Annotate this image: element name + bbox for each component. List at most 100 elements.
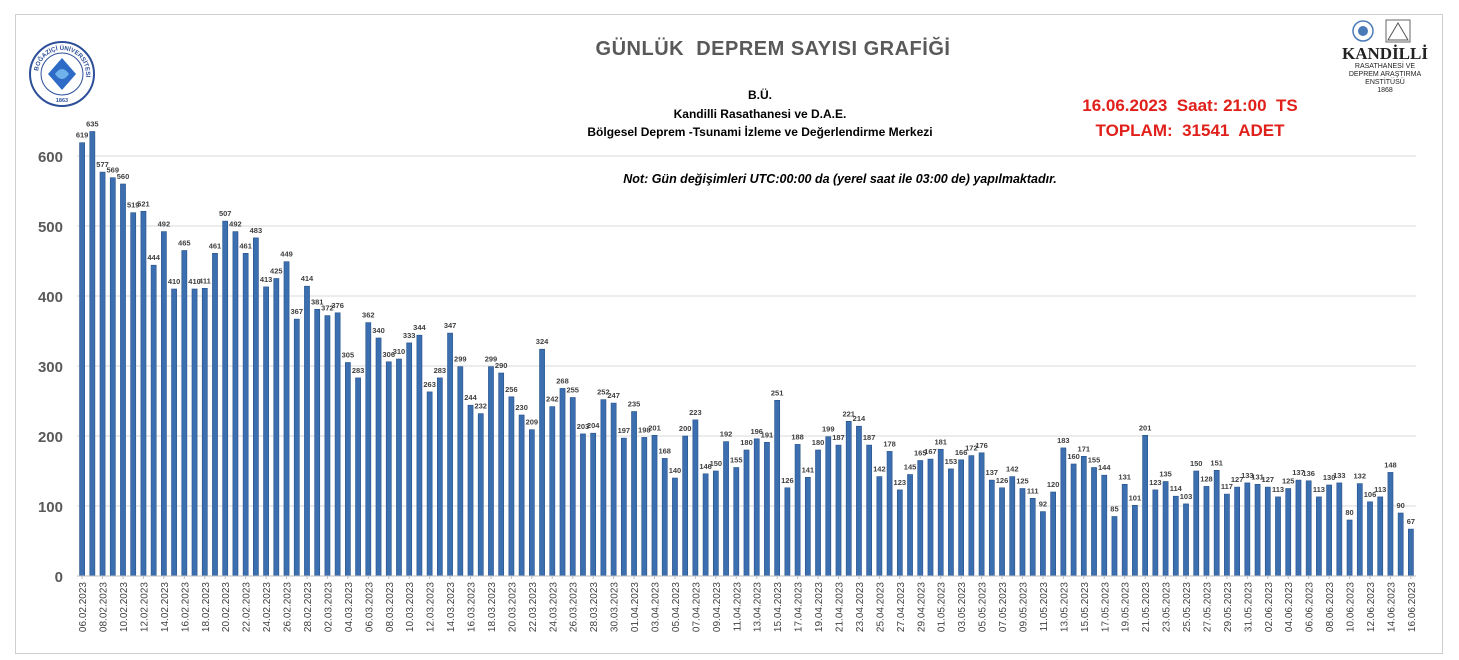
- data-label: 214: [853, 414, 866, 423]
- x-tick-label: 28.02.2023: [303, 582, 314, 632]
- bar: [365, 322, 372, 577]
- y-tick-label: 500: [38, 219, 63, 236]
- x-tick-label: 16.06.2023: [1407, 582, 1418, 632]
- bar: [334, 312, 341, 577]
- data-label: 221: [842, 409, 855, 418]
- bar: [385, 361, 392, 577]
- data-label: 180: [740, 438, 753, 447]
- bar: [212, 253, 218, 577]
- data-label: 483: [250, 226, 263, 235]
- data-label: 167: [924, 447, 937, 456]
- bar: [886, 451, 893, 577]
- data-label: 101: [1129, 493, 1142, 502]
- bar: [1234, 486, 1240, 577]
- bar: [201, 287, 208, 577]
- data-label: 114: [1170, 484, 1183, 493]
- data-label: 256: [505, 385, 518, 394]
- bar: [79, 142, 85, 577]
- x-tick-label: 16.02.2023: [180, 582, 191, 632]
- bar: [1080, 455, 1087, 577]
- bar: [222, 220, 229, 577]
- data-label: 168: [658, 446, 671, 455]
- bar: [1305, 480, 1312, 577]
- x-tick-label: 14.03.2023: [446, 582, 457, 632]
- data-label: 131: [1251, 472, 1264, 481]
- x-tick-label: 04.03.2023: [344, 582, 355, 632]
- x-tick-label: 11.05.2023: [1039, 582, 1050, 632]
- bar: [651, 434, 658, 577]
- data-label: 178: [883, 439, 896, 448]
- data-label: 85: [1110, 505, 1118, 514]
- bar: [171, 288, 177, 577]
- x-tick-label: 04.06.2023: [1284, 582, 1295, 632]
- data-label: 344: [413, 323, 426, 332]
- bar: [488, 366, 494, 577]
- bar: [314, 308, 321, 577]
- data-label: 232: [474, 402, 487, 411]
- bar: [426, 391, 433, 577]
- data-label: 209: [526, 418, 539, 427]
- bar: [876, 476, 883, 577]
- x-tick-label: 15.04.2023: [773, 582, 784, 632]
- data-label: 181: [934, 437, 947, 446]
- data-label: 160: [1067, 452, 1080, 461]
- data-label: 113: [1374, 485, 1386, 494]
- data-label: 299: [454, 355, 467, 364]
- data-label: 492: [229, 220, 242, 229]
- bar: [528, 429, 535, 577]
- bar: [804, 476, 811, 577]
- bar: [539, 348, 545, 577]
- data-label: 123: [894, 478, 907, 487]
- data-label: 92: [1039, 500, 1047, 509]
- y-tick-label: 100: [38, 499, 63, 516]
- data-label: 310: [393, 347, 406, 356]
- x-tick-label: 29.04.2023: [916, 582, 927, 632]
- bar: [518, 414, 525, 577]
- x-tick-label: 14.06.2023: [1386, 582, 1397, 632]
- data-label: 465: [178, 239, 191, 248]
- data-label: 125: [1016, 477, 1029, 486]
- bar: [99, 171, 106, 577]
- bar: [1316, 496, 1322, 577]
- data-label: 381: [311, 297, 324, 306]
- bar: [1142, 434, 1148, 577]
- bar: [1162, 481, 1169, 577]
- x-tick-label: 08.02.2023: [99, 582, 110, 632]
- bar: [1029, 497, 1036, 577]
- bar: [743, 449, 750, 577]
- axis-layer: 0 100 200 300 400 500 600 06.02.2023 08.02.2023 1…: [38, 149, 1418, 632]
- data-label: 521: [137, 199, 150, 208]
- bar: [140, 211, 147, 577]
- bar: [120, 183, 126, 577]
- data-label: 120: [1047, 480, 1060, 489]
- data-label: 103: [1180, 492, 1193, 501]
- bar: [1285, 488, 1292, 577]
- data-label: 299: [485, 355, 498, 364]
- data-label: 347: [444, 321, 457, 330]
- x-tick-label: 10.03.2023: [405, 582, 416, 632]
- data-label: 577: [96, 160, 109, 169]
- bar: [161, 231, 167, 577]
- data-label: 171: [1078, 444, 1091, 453]
- x-tick-label: 08.03.2023: [385, 582, 396, 632]
- bar: [702, 473, 709, 577]
- bar: [1264, 486, 1271, 577]
- bar: [896, 489, 903, 577]
- data-label: 153: [945, 457, 958, 466]
- data-label: 151: [1210, 458, 1223, 467]
- x-tick-label: 30.03.2023: [610, 582, 621, 632]
- x-tick-label: 24.02.2023: [262, 582, 273, 632]
- bar: [569, 397, 576, 577]
- bar: [580, 433, 586, 577]
- bar: [1346, 519, 1353, 577]
- bar: [1101, 474, 1108, 577]
- data-label: 519: [127, 201, 140, 210]
- data-label: 150: [1190, 459, 1203, 468]
- x-tick-label: 15.05.2023: [1080, 582, 1091, 632]
- data-label: 165: [914, 449, 927, 458]
- bar: [130, 212, 137, 577]
- data-label: 449: [280, 250, 293, 259]
- data-label: 145: [904, 463, 917, 472]
- data-label: 223: [689, 408, 702, 417]
- bar: [242, 253, 249, 577]
